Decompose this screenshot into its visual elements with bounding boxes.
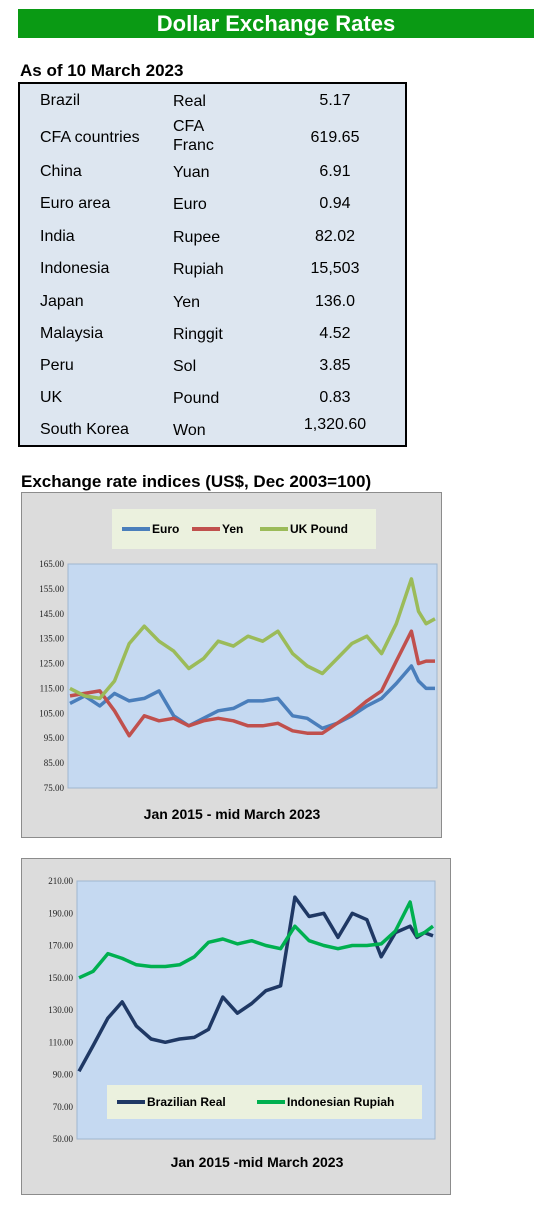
- page-title-banner: Dollar Exchange Rates: [18, 9, 534, 38]
- rate-currency: Real: [173, 93, 206, 110]
- rate-value: 5.17: [319, 92, 351, 109]
- rate-value: 1,320.60: [303, 416, 367, 433]
- rate-country: South Korea: [40, 421, 129, 438]
- rate-currency: Rupiah: [173, 261, 224, 278]
- rate-country: India: [40, 228, 75, 245]
- series-line-euro: [69, 664, 435, 731]
- series-line-yen: [69, 629, 435, 738]
- rate-currency: Euro: [173, 196, 207, 213]
- y-tick-label: 70.00: [53, 1102, 74, 1112]
- rate-value: 4.52: [319, 325, 351, 342]
- as-of-date: As of 10 March 2023: [20, 61, 184, 80]
- y-tick-label: 130.00: [48, 1005, 73, 1015]
- rate-country: CFA countries: [40, 129, 140, 146]
- rate-value: 619.65: [310, 129, 360, 146]
- rate-currency: Yuan: [173, 164, 210, 181]
- y-tick-label: 210.00: [48, 876, 73, 886]
- exchange-rate-table: Brazil Real 5.17 CFA countries CFA Franc 619.6…: [18, 82, 407, 447]
- rate-value: 15,503: [310, 260, 360, 277]
- y-tick-label: 50.00: [53, 1134, 74, 1144]
- y-tick-label: 155.00: [39, 584, 64, 594]
- y-tick-label: 90.00: [53, 1070, 74, 1080]
- plot-area: [67, 563, 438, 789]
- x-axis-caption: Jan 2015 - mid March 2023: [144, 806, 321, 822]
- chart-2-svg: 50.00 70.00 90.00 110.00 130.00 150.00 170.00 1…: [48, 876, 436, 1170]
- rate-value: 3.85: [319, 357, 351, 374]
- y-tick-label: 190.00: [48, 908, 73, 918]
- series-line-brazilian-real: [77, 895, 434, 1073]
- rate-currency: Ringgit: [173, 326, 223, 343]
- rate-value: 82.02: [314, 228, 356, 245]
- rate-value: 6.91: [319, 163, 351, 180]
- rate-currency: Sol: [173, 358, 197, 375]
- chart-1-svg: 75.00 85.00 95.00 105.00 115.00 125.00 135.00 1…: [39, 509, 438, 822]
- legend-label: Yen: [222, 522, 243, 536]
- y-tick-label: 170.00: [48, 941, 73, 951]
- y-tick-label: 115.00: [40, 683, 65, 693]
- y-tick-label: 145.00: [39, 609, 64, 619]
- y-tick-label: 165.00: [39, 559, 64, 569]
- y-tick-label: 125.00: [39, 659, 64, 669]
- section-title: Exchange rate indices (US$, Dec 2003=100…: [21, 472, 372, 491]
- legend-label: Brazilian Real: [147, 1095, 226, 1109]
- legend-label: UK Pound: [290, 522, 348, 536]
- chart-real-rupiah: 50.00 70.00 90.00 110.00 130.00 150.00 170.00 1…: [21, 858, 451, 1195]
- rate-country: China: [40, 163, 82, 180]
- legend-box: [112, 509, 376, 549]
- rate-currency: Yen: [173, 294, 200, 311]
- rate-country: UK: [40, 389, 63, 406]
- y-tick-label: 105.00: [39, 708, 64, 718]
- chart-euro-yen-pound: 75.00 85.00 95.00 105.00 115.00 125.00 135.00 1…: [21, 492, 442, 838]
- legend-label: Indonesian Rupiah: [287, 1095, 394, 1109]
- rate-country: Indonesia: [40, 260, 110, 277]
- rate-currency: Pound: [173, 390, 220, 407]
- rate-value: 136.0: [314, 293, 356, 310]
- rate-currency: Rupee: [173, 229, 221, 246]
- y-tick-label: 150.00: [48, 973, 73, 983]
- rate-value: 0.94: [319, 195, 351, 212]
- rate-currency: Won: [173, 422, 206, 439]
- y-tick-label: 75.00: [44, 783, 65, 793]
- x-axis-caption: Jan 2015 -mid March 2023: [171, 1154, 344, 1170]
- rate-country: Malaysia: [40, 325, 104, 342]
- series-line-indonesian-rupiah: [78, 900, 435, 980]
- y-tick-label: 135.00: [39, 634, 64, 644]
- y-tick-label: 85.00: [44, 758, 65, 768]
- series-line-uk-pound: [69, 577, 436, 701]
- rate-country: Euro area: [40, 195, 111, 212]
- y-tick-label: 95.00: [44, 733, 65, 743]
- rate-country: Japan: [40, 293, 84, 310]
- y-tick-label: 110.00: [49, 1037, 74, 1047]
- rate-country: Brazil: [40, 92, 81, 109]
- rate-value: 0.83: [319, 389, 351, 406]
- legend-label: Euro: [152, 522, 179, 536]
- rate-currency: CFA Franc: [173, 118, 214, 154]
- rate-country: Peru: [40, 357, 74, 374]
